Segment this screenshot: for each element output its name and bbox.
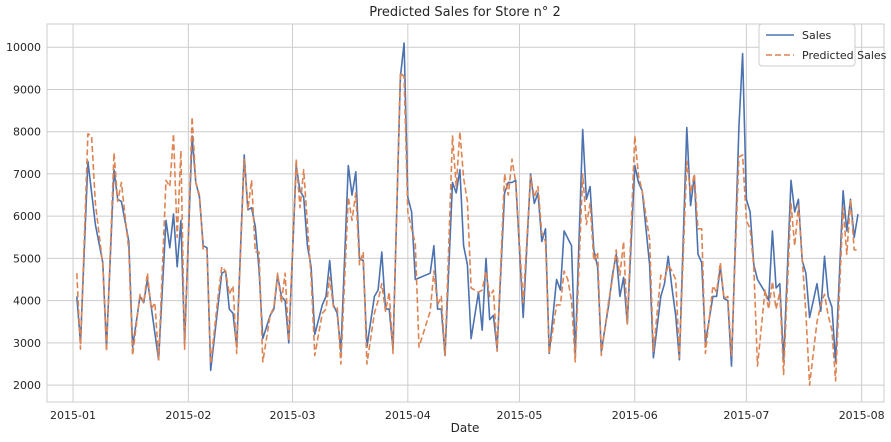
legend-label-sales: Sales [802,29,832,42]
y-tick-label: 7000 [13,168,41,181]
x-tick-label: 2015-05 [496,409,542,422]
y-tick-label: 8000 [13,126,41,139]
legend: Sales Predicted Sales [758,23,887,67]
x-tick-label: 2015-02 [165,409,211,422]
x-tick-label: 2015-01 [50,409,96,422]
y-tick-label: 6000 [13,210,41,223]
series-line-predicted-sales [76,71,858,386]
x-tick-label: 2015-08 [839,409,885,422]
x-axis-label: Date [451,421,480,435]
grid [47,24,884,402]
y-tick-label: 3000 [13,337,41,350]
chart-title: Predicted Sales for Store n° 2 [369,5,561,20]
tick-labels: 2000 3000 4000 5000 6000 7000 8000 9000 10000 201… [6,41,885,422]
y-tick-label: 5000 [13,252,41,265]
legend-label-predicted-sales: Predicted Sales [802,49,887,62]
y-tick-label: 9000 [13,83,41,96]
y-tick-label: 2000 [13,379,41,392]
x-tick-label: 2015-07 [723,409,769,422]
y-tick-label: 10000 [6,41,41,54]
plot-frame [46,23,885,403]
x-tick-label: 2015-04 [385,409,431,422]
x-tick-label: 2015-03 [270,409,316,422]
series-layer [76,42,859,386]
x-tick-label: 2015-06 [612,409,658,422]
y-tick-label: 4000 [13,295,41,308]
